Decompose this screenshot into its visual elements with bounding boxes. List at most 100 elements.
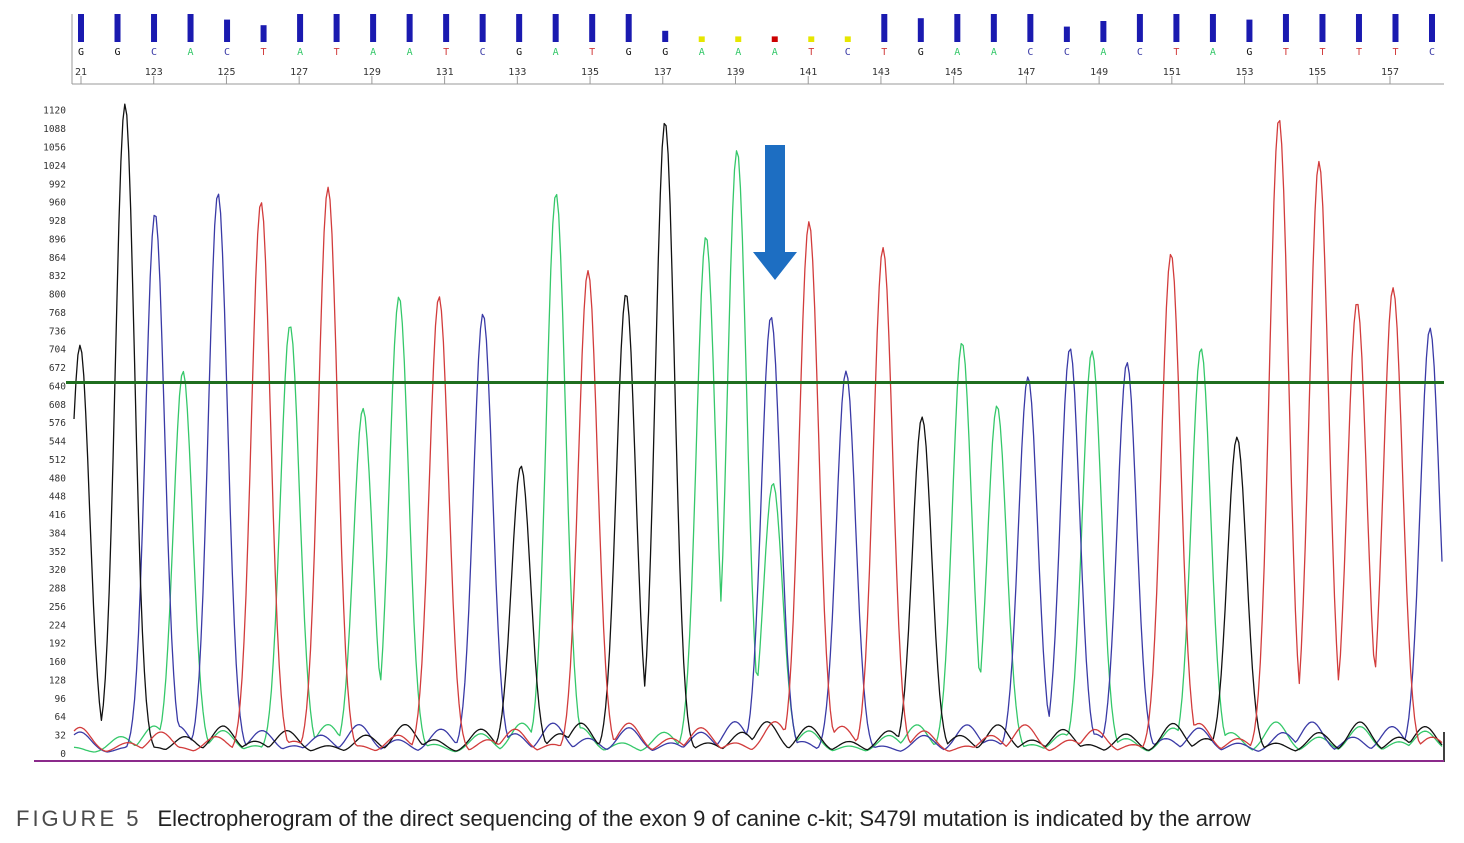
y-tick-label: 256 bbox=[49, 602, 66, 613]
base-call-label: T bbox=[261, 47, 267, 58]
base-call-label: G bbox=[626, 47, 632, 58]
quality-bars bbox=[78, 14, 1435, 42]
quality-bar bbox=[735, 36, 742, 42]
quality-bar bbox=[662, 30, 669, 42]
quality-bar bbox=[1246, 19, 1253, 42]
quality-bar bbox=[1136, 14, 1143, 42]
position-ticks: 21 123 125 127 129 131 133 135 137 139 141 143 145 14… bbox=[75, 67, 1399, 84]
position-tick-label: 157 bbox=[1381, 67, 1399, 78]
position-tick-label: 151 bbox=[1163, 67, 1181, 78]
quality-bar bbox=[1392, 14, 1399, 42]
y-tick-label: 416 bbox=[49, 510, 66, 521]
y-tick-label: 192 bbox=[49, 639, 66, 650]
y-tick-label: 0 bbox=[60, 749, 66, 760]
trace-G bbox=[73, 103, 1443, 752]
y-tick-label: 128 bbox=[49, 675, 66, 686]
y-tick-label: 864 bbox=[49, 253, 66, 264]
base-call-label: T bbox=[1173, 47, 1179, 58]
quality-bar bbox=[954, 14, 961, 42]
electropherogram-figure: G G C A C T A T A A T C G A T G G A A A T C T G A A C C A C T A G T T T T C 2… bbox=[34, 14, 1445, 762]
y-tick-label: 768 bbox=[49, 308, 66, 319]
electropherogram-chart: G G C A C T A T A A T C G A T G G A A A T C T G A A C C A C T A G T T T T C 2… bbox=[34, 14, 1445, 762]
y-tick-label: 832 bbox=[49, 271, 66, 282]
base-call-label: T bbox=[1319, 47, 1325, 58]
mutation-arrow-head bbox=[753, 252, 797, 280]
quality-bar bbox=[78, 14, 84, 42]
base-call-label: T bbox=[881, 47, 887, 58]
quality-bar bbox=[187, 14, 194, 42]
y-tick-label: 1024 bbox=[43, 161, 66, 172]
y-tick-label: 992 bbox=[49, 179, 66, 190]
quality-bar bbox=[881, 14, 888, 42]
base-call-label: C bbox=[151, 47, 157, 58]
trace-C bbox=[73, 193, 1443, 753]
base-call-label: C bbox=[224, 47, 230, 58]
quality-bar bbox=[443, 14, 450, 42]
base-call-label: T bbox=[808, 47, 814, 58]
y-tick-label: 512 bbox=[49, 455, 66, 466]
chromatogram-traces bbox=[73, 103, 1443, 753]
quality-bar bbox=[1063, 26, 1070, 42]
position-tick-label: 147 bbox=[1017, 67, 1035, 78]
trace-T bbox=[73, 119, 1443, 752]
base-call-label: G bbox=[662, 47, 668, 58]
quality-bar bbox=[698, 36, 705, 42]
y-tick-label: 32 bbox=[55, 731, 66, 742]
position-tick-label: 127 bbox=[290, 67, 308, 78]
y-tick-label: 288 bbox=[49, 584, 66, 595]
base-call-label: A bbox=[699, 47, 705, 58]
base-call-label: C bbox=[1027, 47, 1033, 58]
y-tick-label: 64 bbox=[55, 712, 67, 723]
position-tick-label: 145 bbox=[945, 67, 963, 78]
quality-bar bbox=[297, 14, 304, 42]
y-tick-label: 1088 bbox=[43, 124, 66, 135]
y-tick-label: 480 bbox=[49, 473, 66, 484]
base-call-label: T bbox=[334, 47, 340, 58]
quality-bar bbox=[1173, 14, 1180, 42]
position-tick-label: 141 bbox=[799, 67, 817, 78]
y-tick-label: 96 bbox=[55, 694, 67, 705]
base-call-label: A bbox=[954, 47, 960, 58]
position-tick-label: 21 bbox=[75, 67, 87, 78]
quality-bar bbox=[1209, 14, 1216, 42]
quality-bar bbox=[625, 14, 632, 42]
base-call-label: C bbox=[1064, 47, 1070, 58]
y-tick-label: 896 bbox=[49, 234, 66, 245]
base-call-label: A bbox=[1100, 47, 1106, 58]
position-tick-label: 125 bbox=[217, 67, 235, 78]
position-tick-label: 139 bbox=[726, 67, 744, 78]
position-tick-label: 143 bbox=[872, 67, 890, 78]
base-call-label: A bbox=[370, 47, 376, 58]
position-tick-label: 149 bbox=[1090, 67, 1108, 78]
position-tick-label: 135 bbox=[581, 67, 599, 78]
quality-bar bbox=[1027, 14, 1034, 42]
base-call-label: T bbox=[1392, 47, 1398, 58]
base-call-label: G bbox=[1246, 47, 1252, 58]
base-call-label: A bbox=[991, 47, 997, 58]
y-tick-label: 672 bbox=[49, 363, 66, 374]
base-call-label: A bbox=[735, 47, 741, 58]
base-call-label: T bbox=[1356, 47, 1362, 58]
y-tick-label: 1120 bbox=[43, 106, 66, 117]
position-tick-label: 129 bbox=[363, 67, 381, 78]
quality-bar bbox=[1319, 14, 1326, 42]
quality-bar bbox=[844, 36, 851, 42]
caption-text: Electropherogram of the direct sequencin… bbox=[157, 806, 1251, 831]
y-tick-label: 960 bbox=[49, 198, 66, 209]
y-tick-label: 544 bbox=[49, 437, 66, 448]
quality-bar bbox=[1429, 14, 1435, 42]
quality-bar bbox=[1355, 14, 1362, 42]
base-call-label: T bbox=[1283, 47, 1289, 58]
quality-bar bbox=[260, 25, 267, 42]
base-call-label: A bbox=[407, 47, 413, 58]
position-tick-label: 137 bbox=[654, 67, 672, 78]
quality-bar bbox=[151, 14, 158, 42]
y-tick-label: 736 bbox=[49, 326, 66, 337]
base-call-label: G bbox=[918, 47, 924, 58]
y-tick-label: 384 bbox=[49, 528, 66, 539]
y-tick-label: 320 bbox=[49, 565, 66, 576]
quality-bar bbox=[917, 18, 924, 42]
base-call-label: T bbox=[589, 47, 595, 58]
position-tick-label: 123 bbox=[145, 67, 163, 78]
